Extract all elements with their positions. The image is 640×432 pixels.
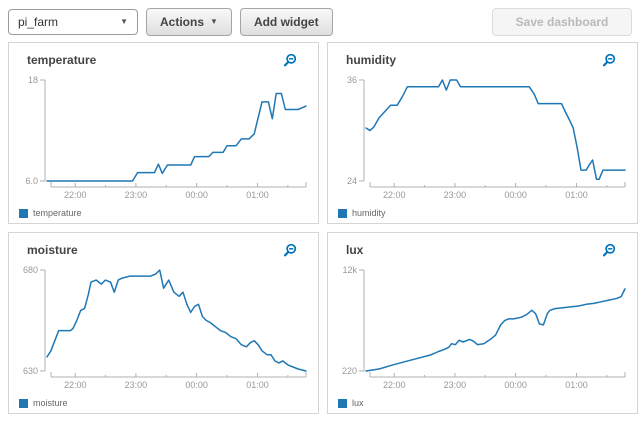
caret-down-icon: ▼ [210,17,218,26]
svg-text:24: 24 [347,176,357,186]
svg-text:220: 220 [342,366,357,376]
svg-text:36: 36 [347,75,357,85]
svg-text:12k: 12k [342,265,357,275]
dashboard-toolbar: pi_farm ▼ Actions ▼ Add widget Save dash… [0,0,640,38]
chart-widget: moisture 680 630 22:00 23:00 00:00 01:00 mois… [8,232,319,414]
widget-grid: temperature 18 6.0 22:00 23:00 00:00 01:00 te… [0,38,640,422]
legend-label: lux [352,398,364,409]
widget-header: moisture [17,241,310,263]
chart-canvas[interactable]: 18 6.0 22:00 23:00 00:00 01:00 [17,73,310,203]
legend-label: temperature [33,208,82,219]
svg-text:00:00: 00:00 [504,380,527,390]
widget-header: temperature [17,51,310,73]
legend-swatch [338,398,347,408]
zoom-out-icon[interactable] [282,243,298,264]
legend-label: moisture [33,398,68,409]
chart-canvas[interactable]: 680 630 22:00 23:00 00:00 01:00 [17,263,310,393]
svg-text:680: 680 [23,265,38,275]
legend-swatch [19,208,28,218]
widget-title: temperature [27,53,97,67]
svg-text:23:00: 23:00 [125,380,148,390]
svg-text:22:00: 22:00 [64,190,87,200]
svg-text:22:00: 22:00 [383,380,406,390]
save-dashboard-button[interactable]: Save dashboard [492,8,632,36]
add-widget-button-label: Add widget [253,15,319,29]
svg-text:630: 630 [23,366,38,376]
widget-title: moisture [27,243,78,257]
dashboard-select[interactable]: pi_farm ▼ [8,9,138,35]
svg-text:00:00: 00:00 [504,190,527,200]
svg-text:6.0: 6.0 [25,176,38,186]
widget-title: humidity [346,53,396,67]
widget-header: lux [336,241,629,263]
chart-canvas[interactable]: 12k 220 22:00 23:00 00:00 01:00 [336,263,629,393]
svg-text:01:00: 01:00 [565,380,588,390]
chart-widget: humidity 36 24 22:00 23:00 00:00 01:00 humidi… [327,42,638,224]
svg-text:23:00: 23:00 [125,190,148,200]
chart-widget: lux 12k 220 22:00 23:00 00:00 01:00 lux [327,232,638,414]
svg-text:22:00: 22:00 [383,190,406,200]
svg-text:00:00: 00:00 [185,190,208,200]
svg-text:01:00: 01:00 [565,190,588,200]
chart-widget: temperature 18 6.0 22:00 23:00 00:00 01:00 te… [8,42,319,224]
svg-text:00:00: 00:00 [185,380,208,390]
chart-legend[interactable]: moisture [17,393,310,411]
svg-text:18: 18 [28,75,38,85]
legend-swatch [338,208,347,218]
svg-text:01:00: 01:00 [246,380,269,390]
chart-legend[interactable]: humidity [336,203,629,221]
svg-text:23:00: 23:00 [444,380,467,390]
chart-legend[interactable]: temperature [17,203,310,221]
legend-label: humidity [352,208,386,219]
svg-text:01:00: 01:00 [246,190,269,200]
dashboard-select-value: pi_farm [18,15,59,29]
widget-title: lux [346,243,364,257]
chart-legend[interactable]: lux [336,393,629,411]
chart-canvas[interactable]: 36 24 22:00 23:00 00:00 01:00 [336,73,629,203]
svg-text:23:00: 23:00 [444,190,467,200]
zoom-out-icon[interactable] [282,53,298,74]
zoom-out-icon[interactable] [601,243,617,264]
caret-down-icon: ▼ [120,17,128,26]
svg-text:22:00: 22:00 [64,380,87,390]
save-dashboard-button-label: Save dashboard [515,15,609,29]
zoom-out-icon[interactable] [601,53,617,74]
actions-button[interactable]: Actions ▼ [146,8,232,36]
actions-button-label: Actions [160,15,205,29]
legend-swatch [19,398,28,408]
add-widget-button[interactable]: Add widget [239,8,333,36]
widget-header: humidity [336,51,629,73]
